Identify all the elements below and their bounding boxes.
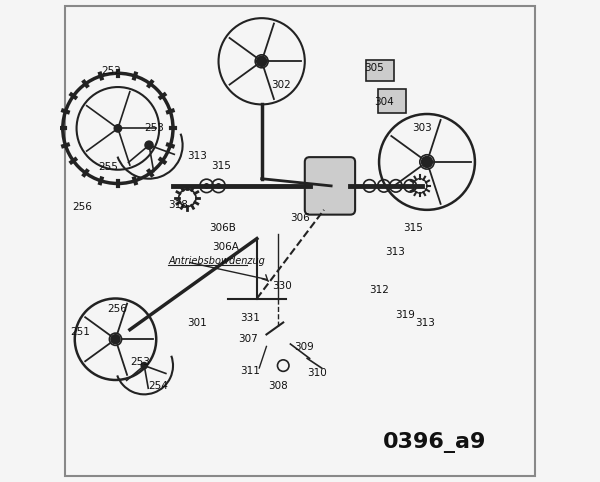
Text: 305: 305 [364, 64, 384, 73]
Text: 251: 251 [71, 327, 91, 337]
FancyBboxPatch shape [305, 157, 355, 214]
Text: 255: 255 [98, 162, 118, 172]
Text: 319: 319 [395, 310, 415, 320]
Circle shape [203, 183, 209, 189]
Circle shape [215, 183, 221, 189]
Text: 331: 331 [240, 313, 260, 322]
Text: 253: 253 [144, 123, 164, 134]
Text: 330: 330 [272, 281, 292, 291]
Text: 256: 256 [72, 202, 92, 213]
Text: Antriebsbowdenzug: Antriebsbowdenzug [168, 256, 265, 266]
Text: 252: 252 [101, 66, 121, 76]
Text: 312: 312 [369, 285, 389, 295]
Text: 306A: 306A [212, 242, 239, 252]
Text: 306B: 306B [209, 223, 236, 233]
Text: 313: 313 [187, 151, 207, 161]
Text: 310: 310 [307, 368, 326, 378]
FancyBboxPatch shape [65, 6, 535, 476]
Circle shape [144, 140, 154, 150]
Text: 253: 253 [130, 357, 151, 367]
Text: 306: 306 [290, 213, 310, 223]
Text: 318: 318 [168, 200, 188, 210]
Text: 309: 309 [294, 342, 314, 352]
Text: 308: 308 [269, 381, 289, 391]
Text: 315: 315 [403, 223, 422, 233]
Text: 313: 313 [416, 319, 436, 328]
Circle shape [421, 156, 433, 168]
Text: 256: 256 [107, 304, 127, 314]
Text: 307: 307 [238, 334, 258, 344]
Text: 313: 313 [385, 246, 405, 256]
Circle shape [140, 362, 148, 369]
Text: 315: 315 [211, 161, 231, 171]
FancyBboxPatch shape [378, 89, 406, 113]
Text: 311: 311 [240, 366, 260, 376]
Text: 303: 303 [412, 123, 432, 134]
Circle shape [113, 124, 122, 133]
Text: 0396_a9: 0396_a9 [382, 432, 486, 453]
FancyBboxPatch shape [366, 60, 394, 81]
Text: 302: 302 [271, 80, 291, 90]
Circle shape [256, 55, 268, 67]
Text: 304: 304 [374, 97, 394, 107]
Text: 254: 254 [149, 381, 169, 391]
Text: 301: 301 [187, 319, 207, 328]
Circle shape [110, 334, 121, 345]
